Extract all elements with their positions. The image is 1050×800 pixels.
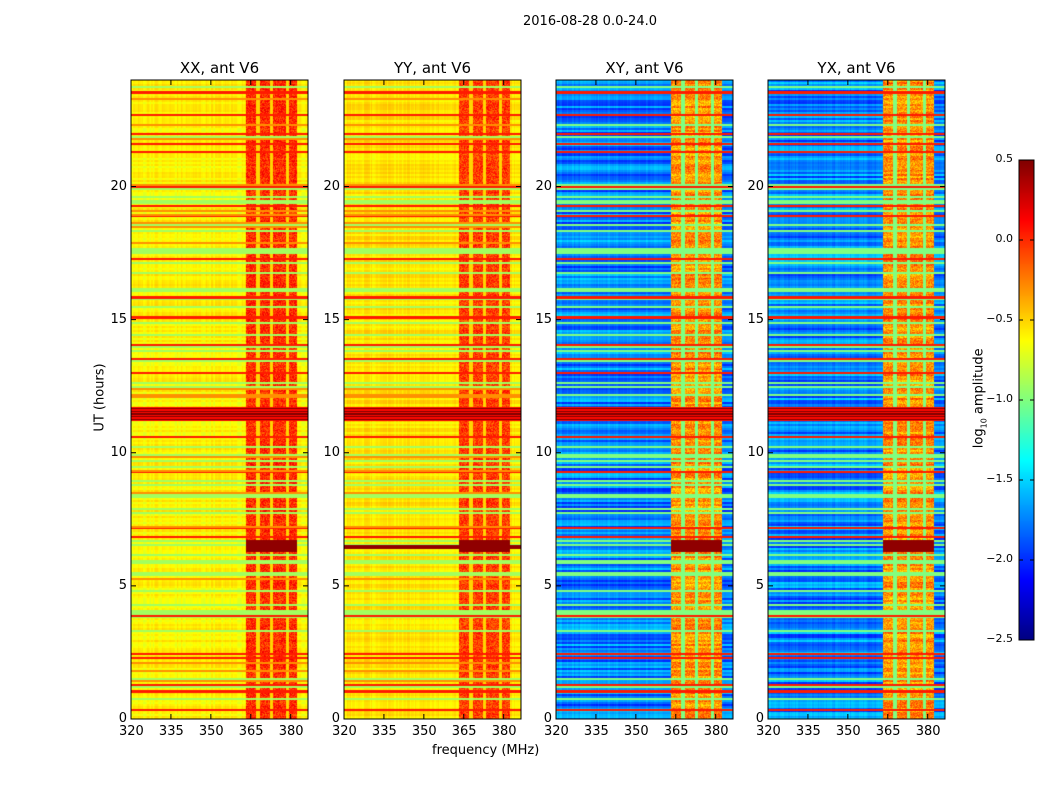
heatmap-xy [556, 80, 733, 719]
y-tick-label: 10 [323, 444, 340, 460]
colorbar-tick-label: −0.5 [986, 312, 1013, 325]
x-tick-label: 350 [835, 724, 861, 739]
y-tick-label: 0 [543, 711, 552, 726]
y-tick-label: 20 [747, 178, 764, 194]
colorbar-tick-label: −2.5 [986, 632, 1013, 645]
heatmap-xx [131, 80, 308, 719]
y-tick-label: 20 [535, 178, 552, 194]
y-tick-label: 5 [755, 577, 764, 593]
x-tick-label: 350 [411, 724, 437, 739]
y-tick-label: 20 [110, 178, 127, 194]
colorbar-tick-label: 0.5 [995, 152, 1014, 165]
axes-frame [555, 79, 734, 720]
x-tick-label: 380 [278, 724, 304, 739]
y-tick-label: 15 [323, 311, 340, 327]
colorbar-tick-label: 0.0 [995, 232, 1014, 245]
x-tick-label: 380 [703, 724, 729, 739]
x-tick-label: 365 [663, 724, 689, 739]
x-axis-label: frequency (MHz) [432, 743, 540, 758]
y-tick-label: 10 [110, 444, 127, 460]
colorbar-tick-label: −1.0 [986, 392, 1013, 405]
colorbar-label-suffix: amplitude [971, 348, 987, 419]
x-tick-label: 320 [119, 724, 144, 739]
panel-title: YX, ant V6 [817, 59, 896, 77]
axes-frame [343, 79, 522, 720]
colorbar-tick-label: −2.0 [986, 552, 1013, 565]
x-tick-label: 380 [491, 724, 517, 739]
colorbar-label-prefix: log [971, 428, 987, 449]
y-tick-label: 10 [747, 444, 764, 460]
y-tick-label: 0 [331, 711, 340, 726]
y-tick-label: 15 [535, 311, 552, 327]
axes-frame [130, 79, 309, 720]
colorbar [1019, 160, 1034, 640]
heatmap-yy [344, 80, 521, 719]
y-tick-label: 5 [543, 577, 552, 593]
x-tick-label: 320 [544, 724, 569, 739]
x-tick-label: 380 [915, 724, 941, 739]
colorbar-label-sub: 10 [979, 418, 989, 429]
x-tick-label: 350 [198, 724, 224, 739]
y-axis-label: UT (hours) [92, 363, 108, 432]
x-tick-label: 350 [623, 724, 649, 739]
x-tick-label: 335 [158, 724, 184, 739]
x-tick-label: 365 [238, 724, 264, 739]
x-tick-label: 365 [451, 724, 477, 739]
y-tick-label: 0 [118, 711, 127, 726]
x-tick-label: 335 [371, 724, 397, 739]
x-tick-label: 320 [332, 724, 357, 739]
axes-frame [767, 79, 946, 720]
colorbar-label: log10 amplitude [972, 343, 989, 453]
figure-title: 2016-08-28 0.0-24.0 [523, 14, 657, 29]
y-tick-label: 5 [118, 577, 127, 593]
y-tick-label: 20 [323, 178, 340, 194]
x-tick-label: 365 [875, 724, 901, 739]
x-tick-label: 335 [583, 724, 609, 739]
colorbar-tick-label: −1.5 [986, 472, 1013, 485]
panel-title: YY, ant V6 [393, 59, 471, 77]
x-tick-label: 335 [795, 724, 821, 739]
panel-title: XX, ant V6 [179, 59, 260, 77]
heatmap-yx [768, 80, 945, 719]
x-tick-label: 320 [756, 724, 781, 739]
y-tick-label: 5 [331, 577, 340, 593]
y-tick-label: 15 [110, 311, 127, 327]
y-tick-label: 10 [535, 444, 552, 460]
panel-title: XY, ant V6 [605, 59, 684, 77]
y-tick-label: 15 [747, 311, 764, 327]
y-tick-label: 0 [755, 711, 764, 726]
